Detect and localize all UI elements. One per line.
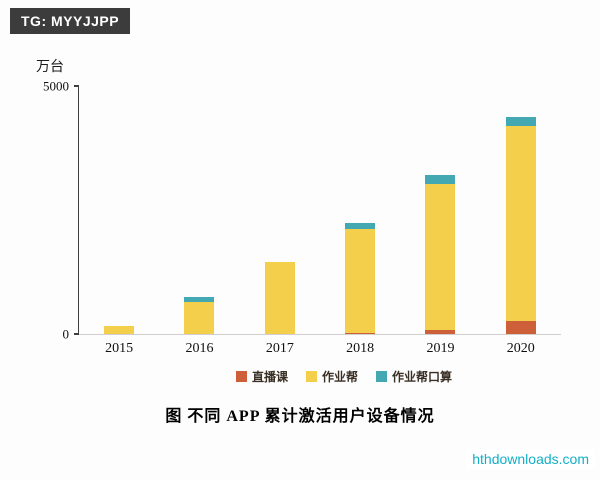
y-axis-tick-mark xyxy=(74,333,79,335)
bar-segment-live-class xyxy=(345,332,376,334)
chart-legend: 直播课 作业帮 作业帮口算 xyxy=(103,368,585,385)
x-axis-label: 2018 xyxy=(346,341,375,356)
bar-chart-plot-area: 0 5000 2015 2016 2017 2018 2019 2020 xyxy=(43,80,561,356)
legend-item-zuoyebang: 作业帮 xyxy=(305,368,358,385)
legend-swatch-zuoyebang-oral xyxy=(376,371,387,382)
bar-stack xyxy=(425,86,456,334)
bar-segment-zuoyebang xyxy=(184,301,215,334)
legend-item-zuoyebang-oral: 作业帮口算 xyxy=(376,368,452,385)
site-watermark: hthdownloads.com xyxy=(466,449,595,469)
bar-segment-live-class xyxy=(505,320,536,334)
y-axis-tick-label: 5000 xyxy=(43,78,69,94)
bar-column-2016: 2016 xyxy=(182,86,216,356)
x-axis-label: 2015 xyxy=(105,341,134,356)
legend-swatch-live-class xyxy=(235,371,247,382)
bar-column-2018: 2018 xyxy=(343,86,377,356)
chart-title: 图 不同 APP 累计激活用户设备情况 xyxy=(165,408,435,425)
bar-segment-zuoyebang-oral xyxy=(505,117,536,126)
x-axis-label: 2016 xyxy=(185,341,214,356)
legend-label: 作业帮 xyxy=(321,370,358,384)
legend-swatch-zuoyebang xyxy=(305,371,317,382)
legend-label: 作业帮口算 xyxy=(392,370,453,384)
bar-stack xyxy=(104,86,135,334)
bar-segment-zuoyebang xyxy=(425,183,456,331)
bar-segment-zuoyebang xyxy=(264,262,295,334)
x-axis-label: 2020 xyxy=(506,341,535,356)
y-axis-tick-mark xyxy=(74,85,79,87)
bar-column-2015: 2015 xyxy=(102,86,136,356)
bar-segment-zuoyebang-oral xyxy=(184,296,215,302)
y-axis-tick-label: 0 xyxy=(62,326,70,342)
bar-stack xyxy=(184,86,215,334)
bar-column-2020: 2020 xyxy=(504,86,538,356)
bar-stack xyxy=(264,86,295,334)
y-axis-unit-label: 万台 xyxy=(36,60,64,75)
bar-column-2019: 2019 xyxy=(423,86,457,356)
bar-segment-zuoyebang xyxy=(104,325,135,334)
bar-segment-live-class xyxy=(425,330,456,334)
telegram-watermark-badge: TG: MYYJJPP xyxy=(10,8,131,34)
legend-item-live-class: 直播课 xyxy=(235,368,288,385)
bar-stack xyxy=(345,86,376,334)
x-axis-label: 2019 xyxy=(426,341,455,356)
x-axis-label: 2017 xyxy=(265,341,294,356)
bar-stack xyxy=(505,86,536,334)
bar-segment-zuoyebang xyxy=(505,125,536,321)
legend-label: 直播课 xyxy=(251,370,288,384)
bar-segment-zuoyebang-oral xyxy=(345,222,376,230)
bar-segment-zuoyebang xyxy=(345,229,376,333)
bar-segment-zuoyebang-oral xyxy=(425,175,456,184)
bar-column-2017: 2017 xyxy=(263,86,297,356)
